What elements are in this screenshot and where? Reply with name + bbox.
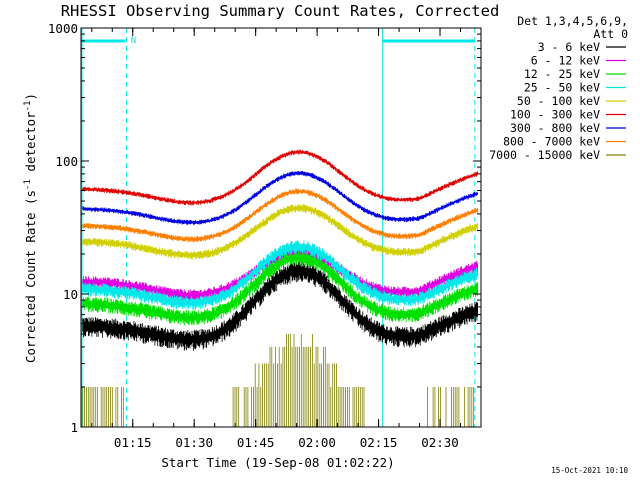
series-line-3 bbox=[82, 240, 478, 310]
legend-label-0: 3 - 6 keV bbox=[538, 40, 600, 54]
x-tick-label-0: 01:15 bbox=[114, 435, 152, 450]
y-axis-label: Corrected Count Rate (s-1 detector-1) bbox=[23, 93, 38, 363]
legend-label-8: 7000 - 15000 keV bbox=[489, 148, 600, 162]
legend-label-6: 300 - 800 keV bbox=[510, 121, 600, 135]
y-tick-label-1: 10 bbox=[63, 287, 78, 302]
x-tick-label-4: 02:15 bbox=[360, 435, 398, 450]
x-axis-label: Start Time (19-Sep-08 01:02:22) bbox=[161, 455, 394, 470]
plot-area: N 1 10 100 1000 01:15 01:30 01:45 02:00 02:15 02:3… bbox=[48, 21, 482, 450]
series-7 bbox=[82, 188, 478, 243]
series-4 bbox=[82, 204, 478, 260]
legend-label-5: 100 - 300 keV bbox=[510, 108, 600, 122]
series-3 bbox=[82, 240, 478, 310]
legend-label-4: 50 - 100 keV bbox=[517, 94, 600, 108]
series-line-0 bbox=[82, 261, 478, 351]
y-tick-label-3: 1000 bbox=[48, 21, 78, 36]
legend-header-0: Det 1,3,4,5,6,9, bbox=[517, 14, 628, 28]
series-5 bbox=[82, 149, 478, 206]
annotation-n-label: N bbox=[131, 36, 136, 46]
series-line-7 bbox=[82, 188, 478, 243]
x-tick-label-2: 01:45 bbox=[237, 435, 275, 450]
series-line-6 bbox=[82, 171, 478, 225]
x-tick-label-3: 02:00 bbox=[298, 435, 336, 450]
legend-header-1: Att 0 bbox=[593, 27, 628, 41]
legend-label-7: 800 - 7000 keV bbox=[503, 135, 600, 149]
series-6 bbox=[82, 171, 478, 225]
series-line-2 bbox=[82, 250, 478, 326]
series-line-5 bbox=[82, 149, 478, 206]
timestamp: 15-Oct-2021 10:10 bbox=[551, 466, 628, 475]
legend-label-2: 12 - 25 keV bbox=[524, 67, 600, 81]
series-line-8 bbox=[82, 334, 474, 427]
y-tick-label-0: 1 bbox=[70, 420, 78, 435]
series-8 bbox=[82, 334, 474, 427]
legend-label-3: 25 - 50 keV bbox=[524, 81, 600, 95]
y-tick-label-2: 100 bbox=[55, 154, 78, 169]
plot-frame bbox=[80, 27, 482, 428]
series-line-4 bbox=[82, 204, 478, 260]
chart-title: RHESSI Observing Summary Count Rates, Co… bbox=[61, 2, 500, 20]
x-tick-label-5: 02:30 bbox=[421, 435, 459, 450]
x-tick-label-1: 01:30 bbox=[175, 435, 213, 450]
legend-label-1: 6 - 12 keV bbox=[531, 54, 600, 68]
series-2 bbox=[82, 250, 478, 326]
series-0 bbox=[82, 261, 478, 351]
